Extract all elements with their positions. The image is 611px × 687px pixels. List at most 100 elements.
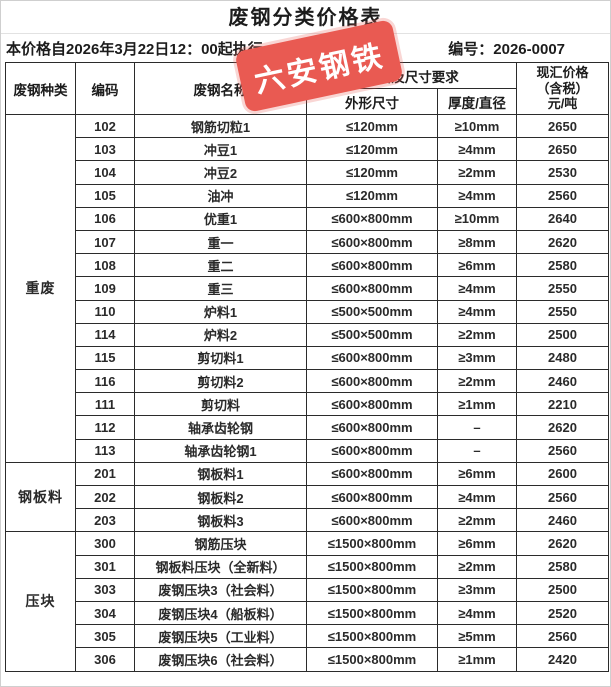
name-cell: 钢筋压块 bbox=[134, 531, 307, 556]
doc-number: 编号：2026-0007 bbox=[448, 41, 565, 58]
name-cell: 重一 bbox=[134, 229, 307, 255]
name-cell: 冲豆2 bbox=[134, 160, 307, 185]
table-row: 110 炉料1 ≤500×500mm ≥4mm 2550 bbox=[6, 299, 609, 324]
size-cell: ≤500×500mm bbox=[306, 299, 438, 324]
price-cell: 2480 bbox=[516, 345, 609, 371]
code-cell: 111 bbox=[75, 392, 135, 417]
table-row: 303 废钢压块3（社会料） ≤1500×800mm ≥3mm 2500 bbox=[6, 577, 609, 602]
code-cell: 112 bbox=[75, 415, 135, 440]
size-cell: ≤1500×800mm bbox=[306, 600, 438, 626]
price-cell: 2550 bbox=[516, 276, 609, 301]
name-cell: 钢板料3 bbox=[134, 508, 307, 533]
thickness-cell: ≥4mm bbox=[437, 137, 517, 162]
header-category: 废钢种类 bbox=[5, 62, 76, 115]
name-cell: 轴承齿轮钢1 bbox=[134, 438, 307, 463]
table-row: 305 废钢压块5（工业料） ≤1500×800mm ≥5mm 2560 bbox=[6, 624, 609, 649]
price-cell: 2560 bbox=[516, 624, 609, 649]
name-cell: 重三 bbox=[134, 276, 307, 301]
thickness-cell: ≥2mm bbox=[437, 369, 517, 394]
size-cell: ≤600×800mm bbox=[306, 229, 438, 255]
size-cell: ≤600×800mm bbox=[306, 484, 438, 510]
size-cell: ≤600×800mm bbox=[306, 276, 438, 301]
effective-date-text: 本价格自2026年3月22日12：00起执行 bbox=[6, 41, 263, 58]
table-row: 113 轴承齿轮钢1 ≤600×800mm –2560 bbox=[6, 438, 609, 463]
size-cell: ≤1500×800mm bbox=[306, 624, 438, 649]
price-cell: 2620 bbox=[516, 531, 609, 556]
name-cell: 剪切料 bbox=[134, 392, 307, 417]
thickness-cell: ≥5mm bbox=[437, 624, 517, 649]
price-cell: 2560 bbox=[516, 183, 609, 208]
category-cell: 钢板料 bbox=[5, 461, 76, 533]
thickness-cell: ≥2mm bbox=[437, 508, 517, 533]
table-row: 202 钢板料2 ≤600×800mm ≥4mm 2560 bbox=[6, 484, 609, 510]
size-cell: ≤1500×800mm bbox=[306, 554, 438, 579]
thickness-cell: ≥10mm bbox=[437, 206, 517, 231]
category-cell: 重废 bbox=[5, 114, 76, 463]
code-cell: 105 bbox=[75, 183, 135, 208]
price-cell: 2650 bbox=[516, 113, 609, 139]
name-cell: 轴承齿轮钢 bbox=[134, 415, 307, 440]
thickness-cell: ≥6mm bbox=[437, 253, 517, 278]
thickness-cell: ≥10mm bbox=[437, 113, 517, 139]
price-cell: 2500 bbox=[516, 322, 609, 347]
code-cell: 115 bbox=[75, 345, 135, 371]
size-cell: ≤1500×800mm bbox=[306, 531, 438, 556]
code-cell: 201 bbox=[75, 461, 135, 487]
size-cell: ≤1500×800mm bbox=[306, 577, 438, 602]
name-cell: 冲豆1 bbox=[134, 137, 307, 162]
name-cell: 钢板料压块（全新料） bbox=[134, 554, 307, 579]
name-cell: 剪切料2 bbox=[134, 369, 307, 394]
table-row: 压块 300 钢筋压块 ≤1500×800mm ≥6mm 2620 bbox=[5, 531, 609, 672]
price-cell: 2640 bbox=[516, 206, 609, 231]
table-row: 301 钢板料压块（全新料） ≤1500×800mm ≥2mm 2580 bbox=[6, 554, 609, 579]
header-price: 现汇价格 （含税） 元/吨 bbox=[516, 62, 609, 115]
table-row: 114 炉料2 ≤500×500mm ≥2mm 2500 bbox=[6, 322, 609, 347]
thickness-cell: ≥2mm bbox=[437, 160, 517, 185]
table-row: 203 钢板料3 ≤600×800mm ≥2mm 2460 bbox=[6, 508, 609, 533]
thickness-cell: ≥6mm bbox=[437, 461, 517, 487]
price-table-body: 重废 102 钢筋切粒1 ≤120mm ≥10mm 2650 103 冲豆1 ≤120mm ≥4m… bbox=[5, 113, 609, 672]
size-cell: ≤120mm bbox=[306, 137, 438, 162]
size-cell: ≤1500×800mm bbox=[306, 647, 438, 672]
name-cell: 炉料2 bbox=[134, 322, 307, 347]
price-cell: 2520 bbox=[516, 600, 609, 626]
code-cell: 110 bbox=[75, 299, 135, 324]
code-cell: 107 bbox=[75, 229, 135, 255]
code-cell: 116 bbox=[75, 369, 135, 394]
code-cell: 306 bbox=[75, 647, 135, 672]
price-cell: 2620 bbox=[516, 415, 609, 440]
size-cell: ≤500×500mm bbox=[306, 322, 438, 347]
size-cell: ≤120mm bbox=[306, 183, 438, 208]
name-cell: 废钢压块4（船板料） bbox=[134, 600, 307, 626]
table-row: 106 优重1 ≤600×800mm ≥10mm 2640 bbox=[6, 206, 609, 231]
size-cell: ≤600×800mm bbox=[306, 508, 438, 533]
table-row: 104 冲豆2 ≤120mm ≥2mm 2530 bbox=[6, 160, 609, 185]
header-thickness-diameter: 厚度/直径 bbox=[437, 88, 517, 115]
size-cell: ≤600×800mm bbox=[306, 206, 438, 231]
thickness-cell: – bbox=[437, 415, 517, 440]
size-cell: ≤600×800mm bbox=[306, 345, 438, 371]
table-row: 108 重二 ≤600×800mm ≥6mm 2580 bbox=[6, 253, 609, 278]
header-code: 编码 bbox=[75, 62, 135, 115]
price-table: 废钢种类 编码 废钢名称 规格及尺寸要求 现汇价格 （含税） 元/吨 外形尺寸 … bbox=[5, 62, 609, 672]
thickness-cell: ≥4mm bbox=[437, 276, 517, 301]
thickness-cell: ≥1mm bbox=[437, 647, 517, 672]
price-cell: 2550 bbox=[516, 299, 609, 324]
price-cell: 2620 bbox=[516, 229, 609, 255]
price-cell: 2600 bbox=[516, 461, 609, 487]
thickness-cell: ≥4mm bbox=[437, 299, 517, 324]
thickness-cell: ≥3mm bbox=[437, 345, 517, 371]
size-cell: ≤600×800mm bbox=[306, 461, 438, 487]
price-cell: 2580 bbox=[516, 554, 609, 579]
thickness-cell: – bbox=[437, 438, 517, 463]
code-cell: 301 bbox=[75, 554, 135, 579]
size-cell: ≤120mm bbox=[306, 160, 438, 185]
thickness-cell: ≥6mm bbox=[437, 531, 517, 556]
price-cell: 2460 bbox=[516, 508, 609, 533]
thickness-cell: ≥8mm bbox=[437, 229, 517, 255]
code-cell: 106 bbox=[75, 206, 135, 231]
table-row: 116 剪切料2 ≤600×800mm ≥2mm 2460 bbox=[6, 369, 609, 394]
thickness-cell: ≥3mm bbox=[437, 577, 517, 602]
size-cell: ≤600×800mm bbox=[306, 438, 438, 463]
name-cell: 炉料1 bbox=[134, 299, 307, 324]
